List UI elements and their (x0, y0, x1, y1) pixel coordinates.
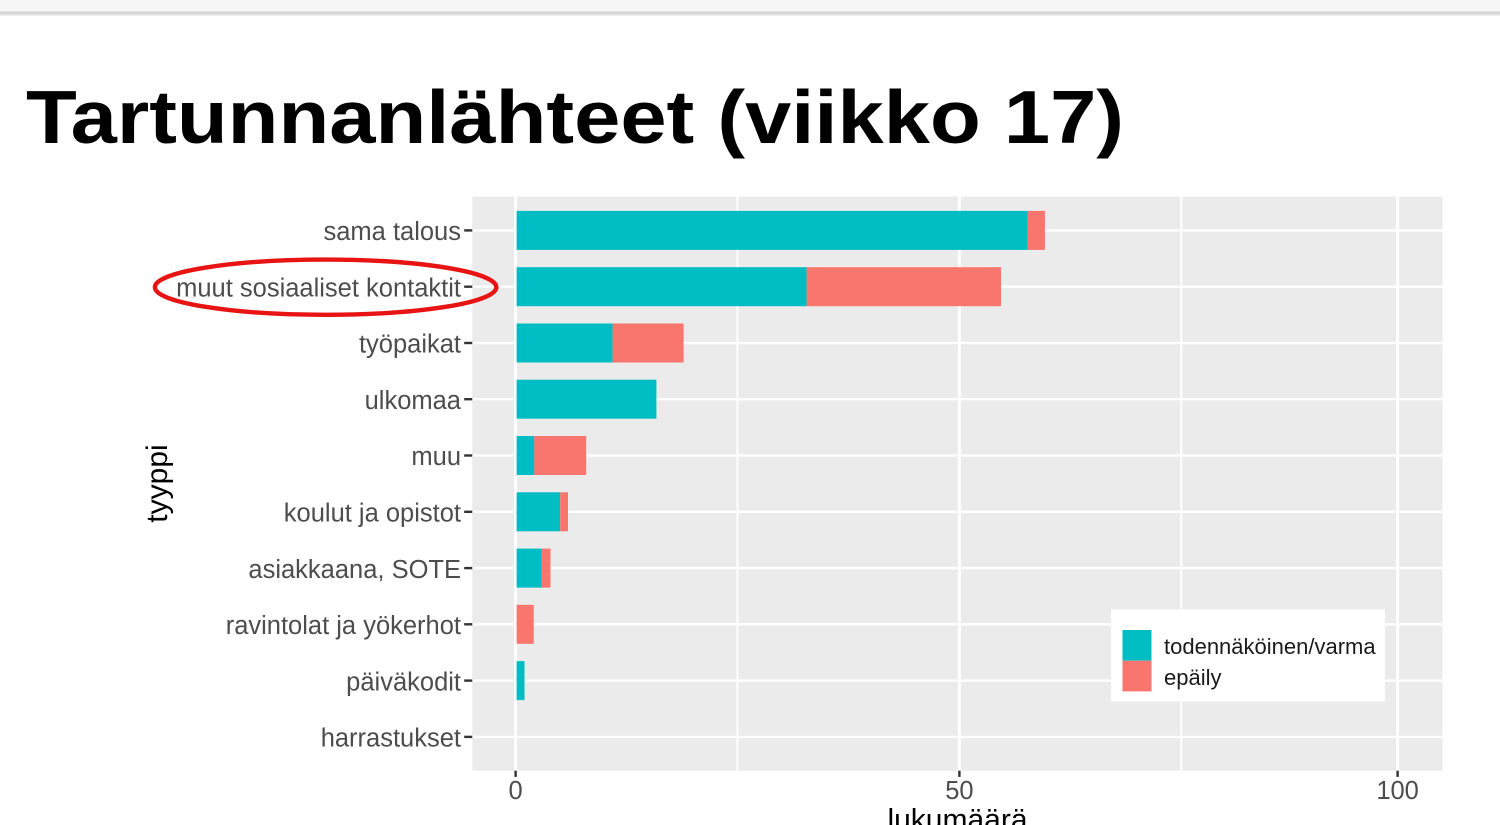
svg-text:100: 100 (1376, 777, 1419, 805)
svg-text:0: 0 (509, 777, 523, 805)
svg-text:epäily: epäily (1164, 665, 1221, 690)
svg-text:tyyppi: tyyppi (141, 444, 174, 522)
svg-text:työpaikat: työpaikat (359, 331, 461, 359)
svg-text:50: 50 (945, 777, 973, 805)
svg-text:koulut ja opistot: koulut ja opistot (284, 500, 461, 528)
svg-text:sama talous: sama talous (324, 218, 462, 246)
svg-text:todennäköinen/varma: todennäköinen/varma (1164, 634, 1376, 659)
svg-text:harrastukset: harrastukset (321, 725, 461, 753)
svg-text:lukumäärä: lukumäärä (887, 804, 1027, 825)
svg-text:ulkomaa: ulkomaa (365, 387, 462, 415)
svg-text:Tartunnanlähteet (viikko 17): Tartunnanlähteet (viikko 17) (26, 75, 1124, 159)
svg-text:muu: muu (411, 443, 461, 471)
svg-text:asiakkaana, SOTE: asiakkaana, SOTE (248, 556, 461, 584)
svg-text:muut sosiaaliset kontaktit: muut sosiaaliset kontaktit (176, 274, 461, 302)
svg-text:päiväkodit: päiväkodit (346, 668, 461, 696)
svg-text:ravintolat ja yökerhot: ravintolat ja yökerhot (226, 612, 461, 640)
